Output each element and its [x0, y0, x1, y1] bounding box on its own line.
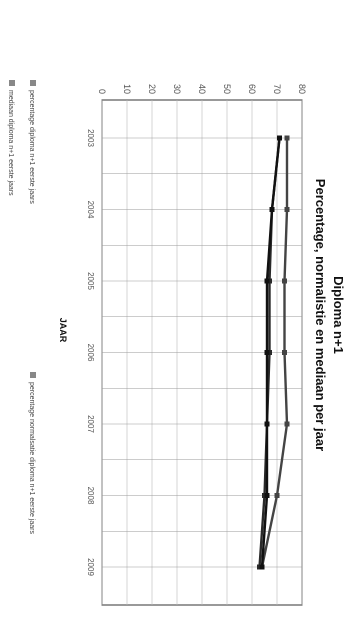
y-tick-label: 20	[147, 84, 157, 94]
x-tick-label: 2008	[86, 487, 95, 505]
y-tick-label: 80	[297, 84, 307, 94]
gridlines	[101, 100, 303, 605]
y-tick-label: 40	[197, 84, 207, 94]
data-point	[274, 493, 280, 498]
chart-title: Diploma n+1	[331, 276, 346, 354]
y-tick-label: 0	[97, 89, 107, 94]
legend-label: mediaan diploma n+1 eerste jaars	[7, 90, 14, 196]
data-point	[282, 278, 287, 284]
chart-subtitle: Percentage, normalistie en mediaan per j…	[313, 179, 328, 451]
x-axis-ticks: 2003 2004 2005 2006 2007 2008 2009	[86, 129, 95, 576]
legend: percentage diploma n+1 eerste jaars medi…	[7, 80, 36, 534]
x-axis-label: JAAR	[58, 318, 68, 343]
x-tick-label: 2003	[86, 129, 95, 147]
data-point	[277, 135, 282, 141]
data-point	[282, 350, 287, 355]
legend-swatch	[9, 80, 15, 86]
x-tick-label: 2007	[86, 415, 95, 433]
data-point	[264, 278, 270, 284]
data-point	[284, 207, 290, 212]
x-tick-label: 2005	[86, 272, 95, 290]
legend-label: percentage normalsatie diploma n+1 eerst…	[28, 382, 35, 534]
data-point	[284, 421, 290, 427]
y-tick-label: 60	[247, 84, 257, 94]
x-tick-label: 2004	[86, 201, 95, 219]
data-point	[264, 421, 270, 427]
data-point	[284, 135, 290, 141]
series-lines	[257, 135, 290, 570]
data-point	[264, 493, 270, 498]
y-tick-label: 70	[272, 84, 282, 94]
y-tick-label: 30	[172, 84, 182, 94]
y-tick-label: 50	[222, 84, 232, 94]
x-tick-label: 2009	[86, 558, 95, 576]
y-axis-ticks: 0 10 20 30 40 50 60 70 80	[97, 84, 307, 94]
y-tick-label: 10	[122, 84, 132, 94]
x-tick-label: 2006	[86, 344, 95, 362]
legend-swatch	[30, 80, 36, 86]
data-point	[264, 350, 270, 355]
legend-swatch	[30, 372, 36, 378]
legend-label: percentage diploma n+1 eerste jaars	[28, 90, 35, 204]
data-point	[259, 564, 265, 570]
data-point	[269, 207, 275, 212]
